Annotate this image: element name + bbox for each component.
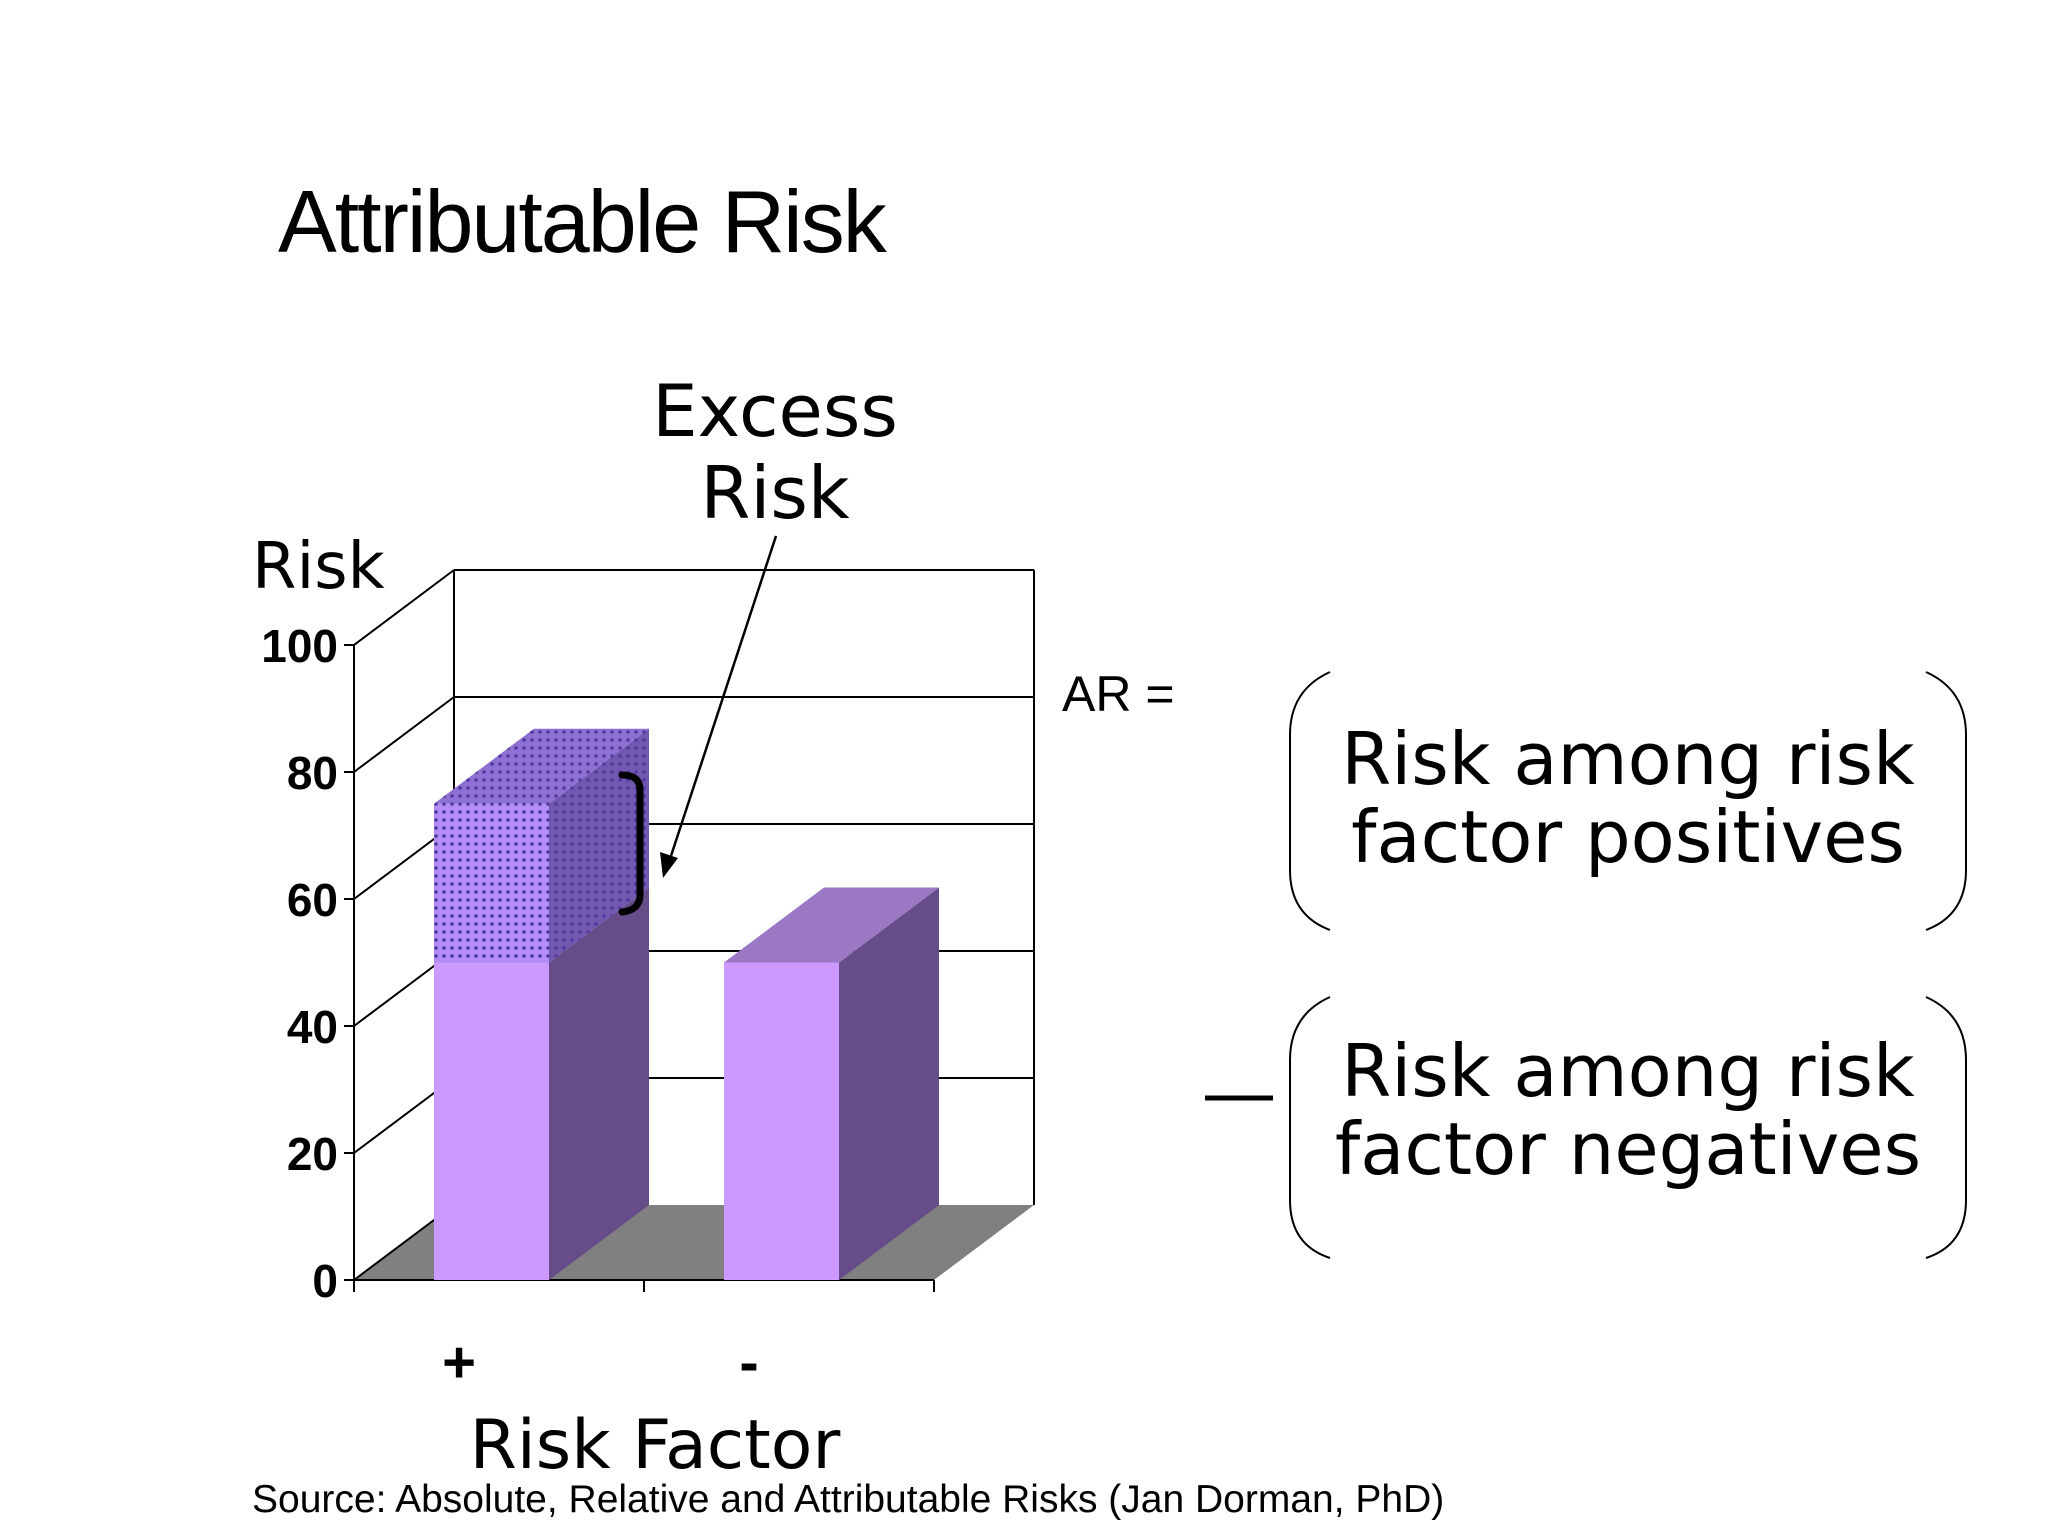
annotation-label-line1: Excess (652, 369, 898, 453)
bar-front (434, 962, 549, 1280)
chart-text: 0 20 40 60 80 100 + - Risk Risk Factor (252, 530, 840, 1485)
ar-label: AR = (1062, 666, 1175, 722)
annotation-arrow-line (667, 535, 778, 863)
source-citation: Source: Absolute, Relative and Attributa… (252, 1478, 1445, 1521)
bar-side (549, 887, 649, 1280)
formula-term-positives-line2: factor positives (1351, 795, 1905, 879)
formula-term-positives: Risk among risk factor positives (1318, 720, 1938, 876)
slide-title: Attributable Risk (278, 172, 887, 271)
y-tick-label: 80 (287, 747, 338, 799)
wall-line (353, 569, 455, 646)
annotation-label-line2: Risk (700, 451, 850, 535)
formula-term-negatives-line2: factor negatives (1334, 1107, 1922, 1191)
bracket-left-bottom (1289, 996, 1331, 1259)
bar-top-dots (434, 728, 649, 804)
wall-line (353, 696, 455, 773)
bar-front-dots (434, 803, 549, 963)
bracket-left-top (1289, 671, 1331, 931)
chart-marks (434, 728, 939, 1280)
bar-front (724, 962, 839, 1280)
bracket-right-top (1925, 671, 1967, 931)
x-tick-label: - (739, 1330, 758, 1395)
excess-bracket (618, 771, 644, 916)
formula-term-negatives-line1: Risk among risk (1341, 1029, 1915, 1113)
bar-top (724, 887, 939, 963)
y-tick-label: 60 (287, 874, 338, 926)
bar-side-dots (549, 728, 649, 963)
bracket-right-bottom (1925, 996, 1967, 1259)
formula-term-positives-line1: Risk among risk (1341, 717, 1915, 801)
y-tick-label: 0 (312, 1255, 338, 1307)
x-axis-title: Risk Factor (470, 1406, 841, 1485)
formula-term-negatives: Risk among risk factor negatives (1318, 1032, 1938, 1188)
y-tick-label: 100 (261, 620, 338, 672)
y-tick-label: 40 (287, 1001, 338, 1053)
y-axis-title: Risk (252, 530, 385, 604)
y-tick-label: 20 (287, 1128, 338, 1180)
bar-side (839, 887, 939, 1280)
x-tick-label: + (442, 1330, 476, 1395)
annotation-arrow-head (660, 852, 678, 878)
